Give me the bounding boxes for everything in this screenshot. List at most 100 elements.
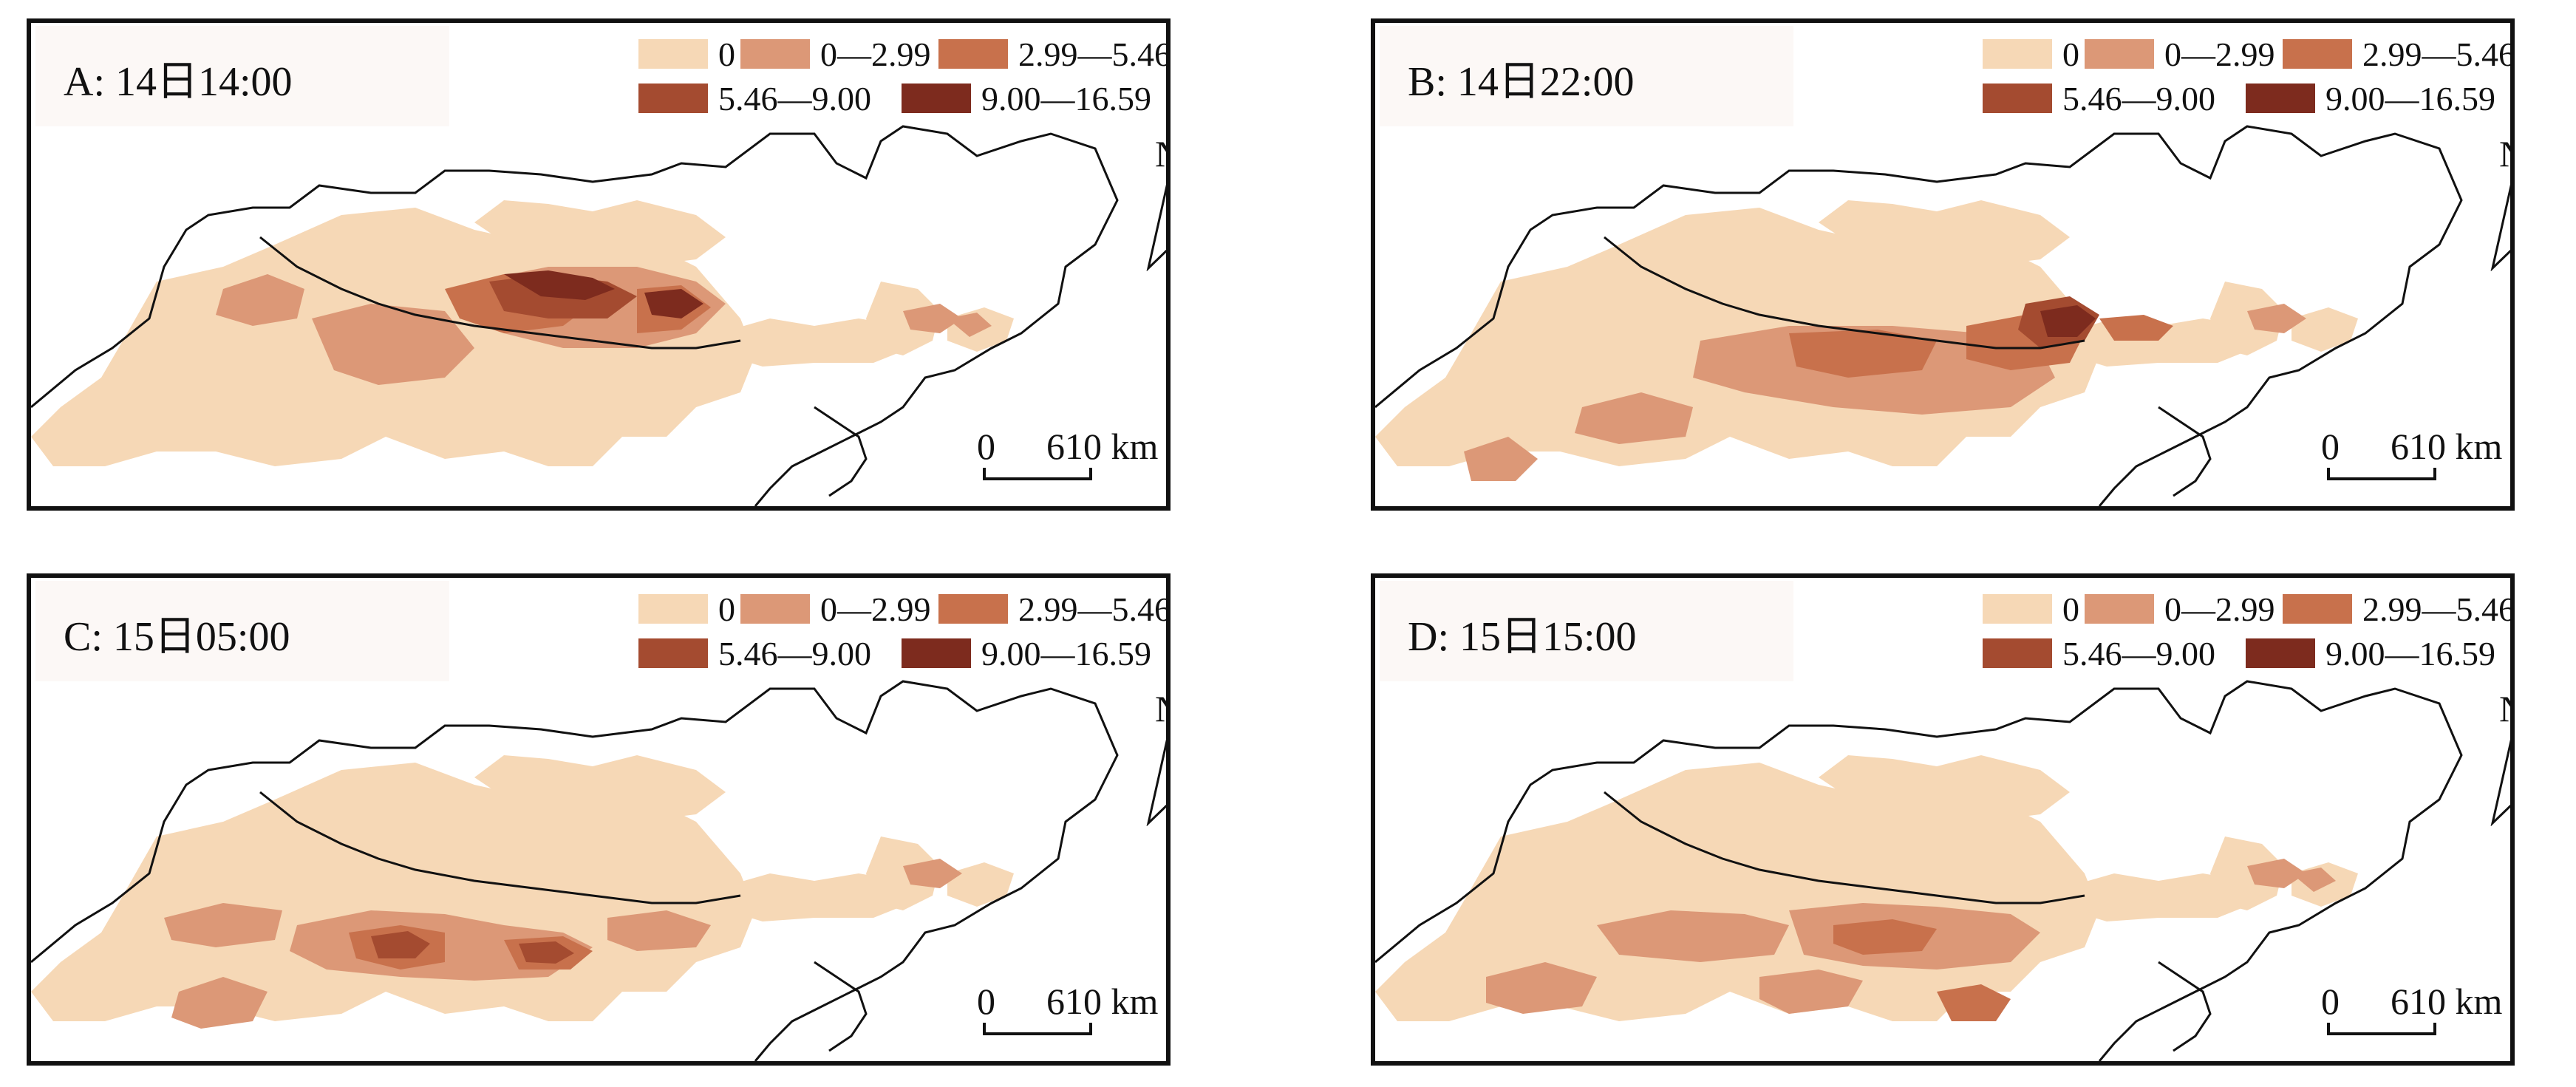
boundary-line <box>1375 125 2463 506</box>
land-base-layer <box>31 755 1014 1021</box>
legend-swatch <box>638 39 708 69</box>
legend-label: 2.99—5.46 <box>1018 35 1171 73</box>
boundary-line <box>31 680 1119 1061</box>
legend-label: 9.00—16.59 <box>2325 79 2495 117</box>
north-label: N <box>1135 132 1166 175</box>
value-patch-class-1 <box>903 859 962 888</box>
panel-title-box: D: 15日15:00 <box>1380 581 1793 681</box>
boundary-line <box>814 961 868 1052</box>
land-region <box>1819 755 2070 822</box>
value-patch-class-2 <box>1937 984 2011 1021</box>
legend-swatch <box>902 84 971 113</box>
value-layer <box>164 859 962 1029</box>
panel-title-box: C: 15日05:00 <box>35 581 449 681</box>
scale-zero-label: 0 <box>977 981 995 1022</box>
scale-bar: 0 610 km <box>2321 425 2510 496</box>
map-area <box>1375 125 2463 506</box>
legend-item: 2.99—5.46 <box>2283 588 2510 630</box>
value-patch-class-1 <box>1486 962 1597 1014</box>
legend-label: 0 <box>2062 35 2079 73</box>
legend-swatch <box>2283 39 2352 69</box>
legend-swatch <box>1983 638 2052 668</box>
map-area <box>1375 680 2463 1061</box>
scale-line <box>2327 1023 2436 1035</box>
legend-label: 0—2.99 <box>820 35 931 73</box>
scale-distance-label: 610 km <box>1046 426 1159 467</box>
legend-item: 5.46—9.00 <box>638 78 871 119</box>
legend-item: 9.00—16.59 <box>902 633 1151 674</box>
value-patch-class-1 <box>1464 437 1538 481</box>
legend-swatch <box>2085 39 2154 69</box>
value-patch-class-1 <box>312 304 474 385</box>
scale-line <box>983 468 1092 480</box>
scale-zero-label: 0 <box>977 426 995 467</box>
legend-item: 9.00—16.59 <box>902 78 1151 119</box>
value-patch-class-1 <box>2247 859 2306 888</box>
value-patch-class-4 <box>2040 305 2096 337</box>
land-region <box>718 318 910 367</box>
boundary-line <box>1604 791 2085 904</box>
scale-bar: 0 610 km <box>977 425 1166 496</box>
panel-title: B: 14日22:00 <box>1408 59 1635 105</box>
north-arrow: N <box>1135 687 1166 828</box>
legend-swatch <box>638 84 708 113</box>
map-area <box>31 680 1119 1061</box>
land-region <box>474 200 726 267</box>
north-label: N <box>1135 687 1166 730</box>
legend-swatch <box>2283 594 2352 624</box>
boundary-line <box>1375 680 2463 1061</box>
legend-item: 0—2.99 <box>740 588 931 630</box>
legend-swatch <box>1983 84 2052 113</box>
legend-item: 2.99—5.46 <box>2283 33 2510 75</box>
scale-bar: 0 610 km <box>2321 980 2510 1051</box>
panel-title: D: 15日15:00 <box>1408 614 1637 660</box>
boundary-line <box>31 125 1119 506</box>
legend-item: 0 <box>638 33 735 75</box>
legend-swatch <box>638 594 708 624</box>
legend-label: 0—2.99 <box>2164 590 2275 628</box>
scale-distance-label: 610 km <box>1046 981 1159 1022</box>
boundary-layer <box>31 680 1119 1061</box>
boundary-line <box>2158 406 2212 497</box>
map-panel-d: D: 15日15:00 0 0—2.99 2.99—5.46 5.46—9.00 9.0… <box>1371 573 2515 1066</box>
boundary-line <box>259 791 741 904</box>
value-patch-class-1 <box>947 313 992 337</box>
panel-title: A: 14日14:00 <box>64 59 293 105</box>
land-region <box>947 862 1014 907</box>
legend-swatch <box>2246 638 2315 668</box>
legend-item: 9.00—16.59 <box>2246 78 2495 119</box>
north-arrow: N <box>2479 687 2510 828</box>
legend: 0 0—2.99 2.99—5.46 5.46—9.00 9.00—16.59 <box>1983 33 2510 122</box>
boundary-line <box>259 236 741 350</box>
legend-item: 0 <box>1983 33 2079 75</box>
legend-swatch <box>902 638 971 668</box>
value-patch-class-1 <box>164 903 282 947</box>
scale-zero-label: 0 <box>2321 981 2340 1022</box>
legend-label: 5.46—9.00 <box>2062 634 2215 672</box>
value-patch-class-4 <box>504 270 615 300</box>
legend: 0 0—2.99 2.99—5.46 5.46—9.00 9.00—16.59 <box>1983 588 2510 677</box>
value-layer <box>1486 859 2336 1021</box>
value-patch-class-1 <box>1575 392 1693 444</box>
legend-label: 5.46—9.00 <box>2062 79 2215 117</box>
north-arrow: N <box>1135 132 1166 273</box>
legend-label: 9.00—16.59 <box>981 634 1151 672</box>
legend-swatch <box>938 39 1008 69</box>
legend-label: 2.99—5.46 <box>1018 590 1171 628</box>
boundary-line <box>2158 961 2212 1052</box>
land-region <box>2210 836 2284 910</box>
land-region <box>1819 200 2070 267</box>
legend-swatch <box>2246 84 2315 113</box>
legend: 0 0—2.99 2.99—5.46 5.46—9.00 9.00—16.59 <box>638 33 1166 122</box>
legend-label: 5.46—9.00 <box>718 79 871 117</box>
scale-distance-label: 610 km <box>2391 981 2503 1022</box>
legend-item: 0—2.99 <box>2085 33 2275 75</box>
boundary-line <box>814 406 868 497</box>
boundary-layer <box>31 125 1119 506</box>
scale-bar: 0 610 km <box>977 980 1166 1051</box>
value-patch-class-1 <box>2292 868 2336 892</box>
north-label: N <box>2479 687 2510 730</box>
value-patch-class-4 <box>644 289 703 318</box>
legend-swatch <box>2085 594 2154 624</box>
value-patch-class-3 <box>519 941 574 964</box>
